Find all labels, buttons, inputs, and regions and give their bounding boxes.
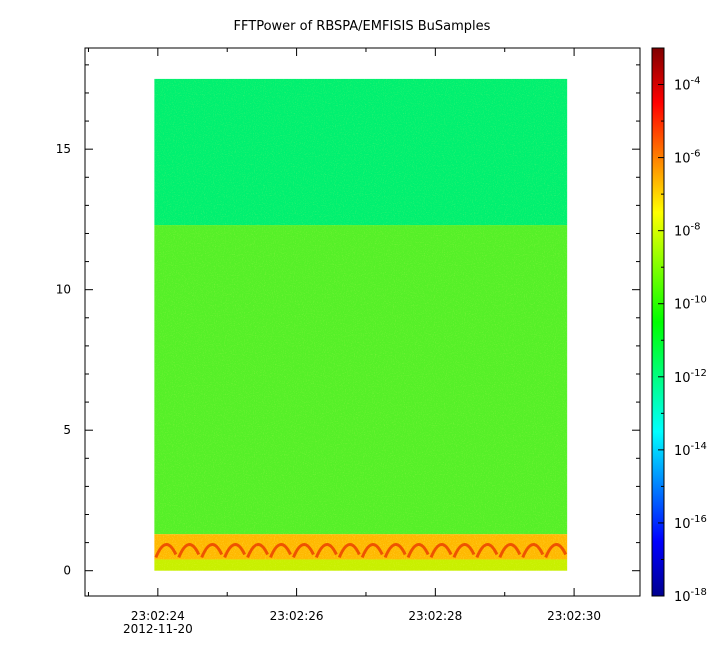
heatmap-band-texture	[154, 225, 568, 535]
y-tick-label: 10	[56, 283, 71, 297]
x-axis: 23:02:24 23:02:26 23:02:28 23:02:30 2012-11-…	[87, 48, 601, 636]
x-tick-label: 23:02:30	[547, 609, 601, 623]
heatmap-band-texture	[154, 534, 568, 560]
y-axis: 0 5 10 15	[56, 64, 640, 578]
y-tick-label: 15	[56, 142, 71, 156]
colorbar-gradient	[651, 47, 665, 597]
colorbar-tick-label: 10-16	[674, 514, 707, 532]
colorbar-tick-label: 10-8	[674, 222, 701, 240]
colorbar-tick-label: 10-18	[674, 587, 707, 605]
x-tick-label: 23:02:24	[131, 609, 185, 623]
colorbar-tick-label: 10-10	[674, 295, 707, 313]
heatmap-band-texture	[154, 78, 568, 226]
y-tick-label: 5	[63, 423, 71, 437]
colorbar-tick-label: 10-14	[674, 441, 707, 459]
chart-title: FFTPower of RBSPA/EMFISIS BuSamples	[234, 19, 491, 34]
x-tick-label: 23:02:26	[270, 609, 324, 623]
x-tick-label: 23:02:28	[408, 609, 462, 623]
heatmap-layer	[154, 78, 568, 571]
colorbar-tick-label: 10-6	[674, 149, 701, 167]
colorbar-tick-label: 10-12	[674, 368, 707, 386]
colorbar: 10-4 10-6 10-8 10-10 10-12 10-14 10-16 10-18	[651, 47, 707, 605]
emission-wave-marks	[154, 543, 568, 559]
colorbar-tick-label: 10-4	[674, 76, 701, 94]
x-date-label: 2012-11-20	[123, 622, 193, 636]
y-tick-label: 0	[63, 564, 71, 578]
heatmap-band-texture	[154, 559, 568, 571]
